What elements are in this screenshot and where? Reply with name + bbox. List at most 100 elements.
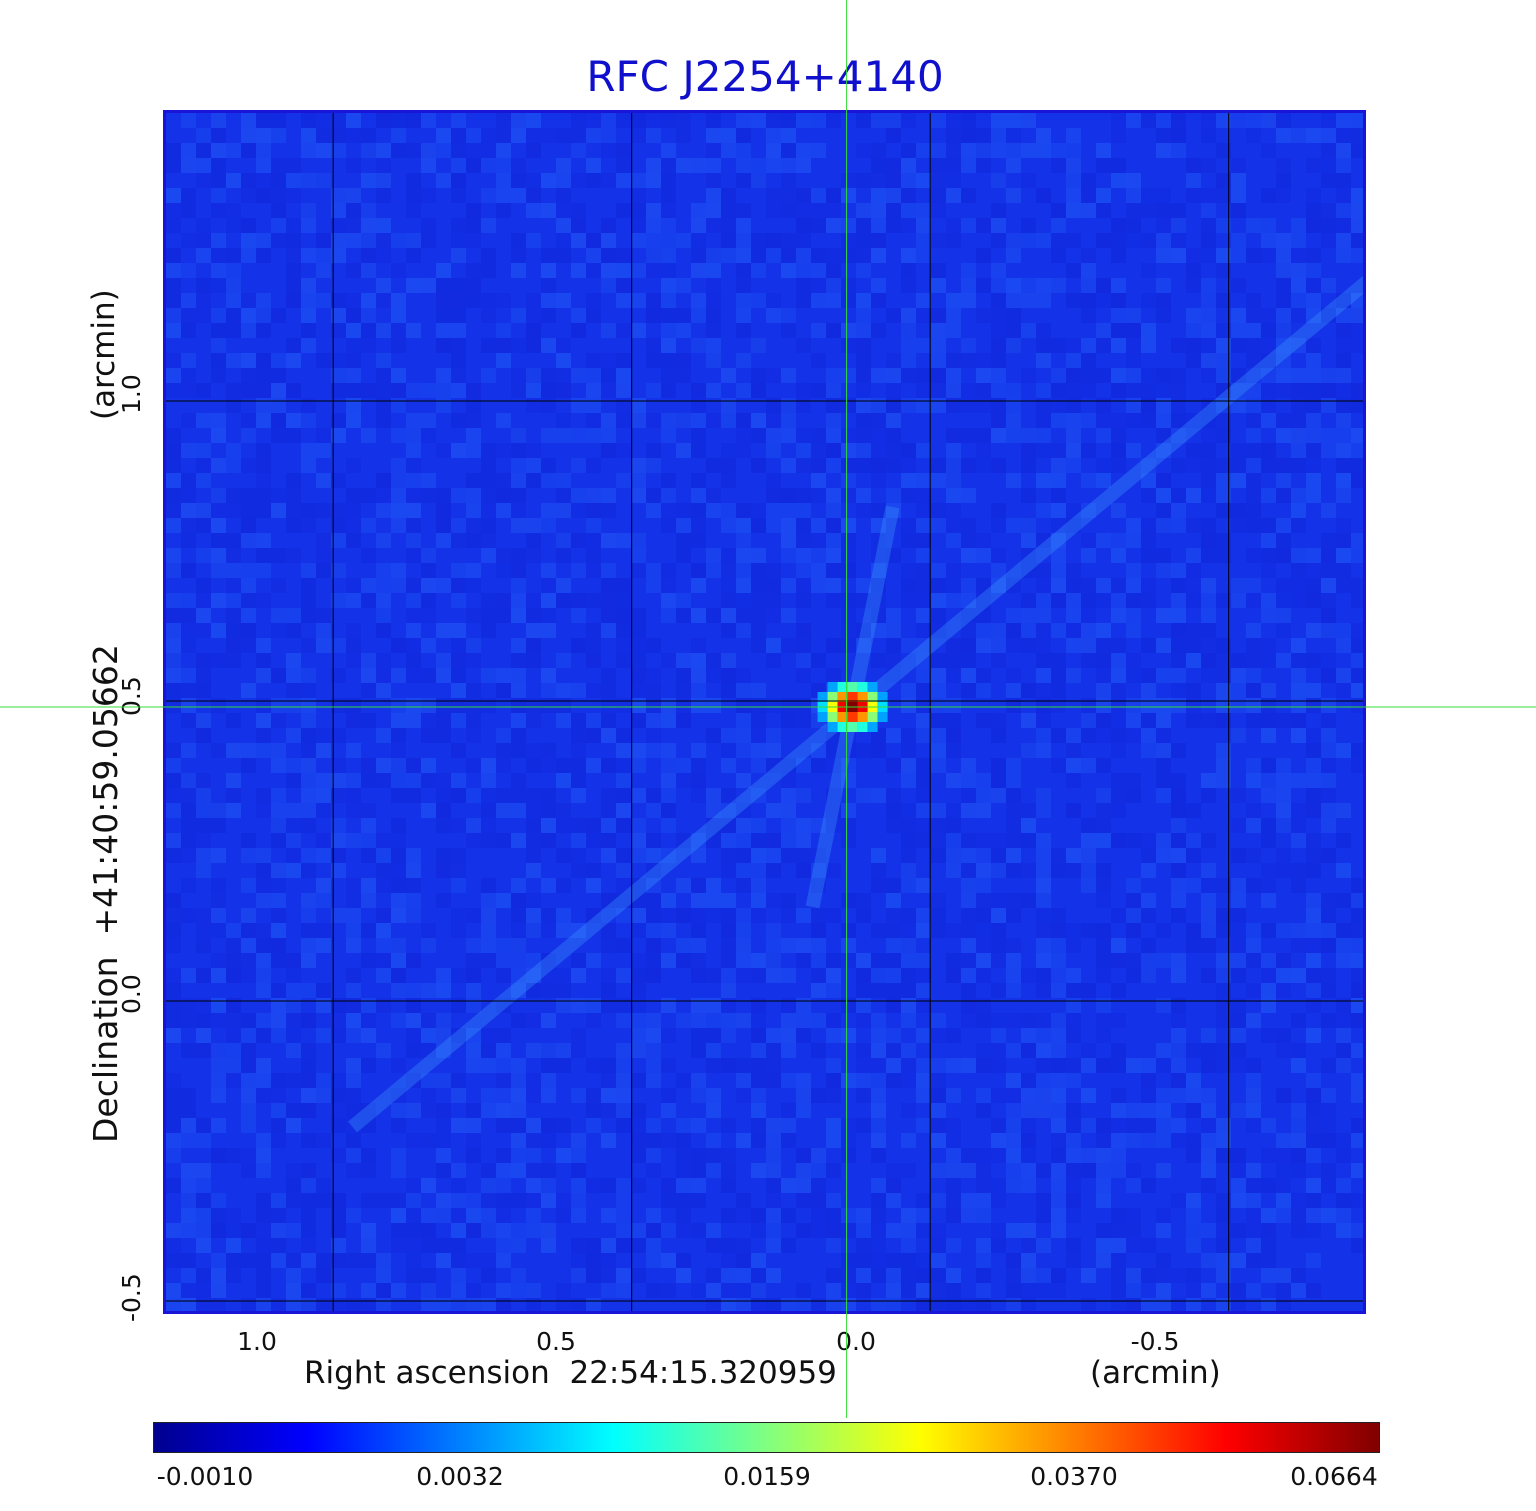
noise-pixel (901, 983, 916, 998)
noise-pixel (241, 563, 256, 578)
noise-pixel (676, 1013, 691, 1028)
noise-pixel (901, 203, 916, 218)
noise-pixel (466, 1058, 481, 1073)
colorbar-tick-label: -0.0010 (156, 1462, 254, 1491)
noise-pixel (1021, 218, 1036, 233)
noise-pixel (766, 953, 781, 968)
noise-pixel (976, 893, 991, 908)
noise-pixel (781, 1103, 796, 1118)
noise-pixel (661, 1253, 676, 1268)
noise-pixel (691, 158, 706, 173)
noise-pixel (766, 1148, 781, 1163)
noise-pixel (646, 338, 661, 353)
noise-pixel (1036, 278, 1051, 293)
noise-pixel (331, 353, 346, 368)
noise-pixel (676, 593, 691, 608)
noise-pixel (751, 368, 766, 383)
noise-pixel (946, 218, 961, 233)
noise-pixel (646, 1283, 661, 1298)
noise-pixel (1231, 668, 1246, 683)
noise-pixel (1096, 203, 1111, 218)
noise-pixel (736, 713, 751, 728)
noise-pixel (541, 803, 556, 818)
noise-pixel (1006, 578, 1021, 593)
noise-pixel (1246, 248, 1261, 263)
noise-pixel (451, 308, 466, 323)
noise-pixel (1021, 593, 1036, 608)
noise-pixel (871, 428, 886, 443)
noise-pixel (436, 323, 451, 338)
noise-pixel (256, 1253, 271, 1268)
noise-pixel (781, 968, 796, 983)
noise-pixel (811, 743, 826, 758)
noise-pixel (541, 203, 556, 218)
noise-pixel (541, 1043, 556, 1058)
noise-pixel (256, 308, 271, 323)
noise-pixel (1096, 878, 1111, 893)
noise-pixel (781, 1208, 796, 1223)
noise-pixel (526, 1148, 541, 1163)
noise-pixel (211, 818, 226, 833)
noise-pixel (1276, 1178, 1291, 1193)
noise-pixel (436, 818, 451, 833)
noise-pixel (931, 683, 946, 698)
noise-pixel (421, 668, 436, 683)
noise-pixel (931, 1193, 946, 1208)
image-plot-area[interactable] (163, 110, 1366, 1314)
noise-pixel (271, 908, 286, 923)
noise-pixel (1111, 383, 1126, 398)
noise-pixel (1231, 1223, 1246, 1238)
noise-pixel (616, 893, 631, 908)
noise-pixel (991, 548, 1006, 563)
noise-pixel (301, 1163, 316, 1178)
noise-pixel (436, 293, 451, 308)
noise-pixel (1276, 1208, 1291, 1223)
noise-pixel (1216, 353, 1231, 368)
noise-pixel (991, 728, 1006, 743)
noise-pixel (946, 173, 961, 188)
noise-pixel (556, 593, 571, 608)
noise-pixel (796, 518, 811, 533)
noise-pixel (196, 158, 211, 173)
noise-pixel (541, 1073, 556, 1088)
noise-pixel (301, 923, 316, 938)
noise-pixel (541, 563, 556, 578)
noise-pixel (1096, 1058, 1111, 1073)
noise-pixel (781, 488, 796, 503)
noise-pixel (166, 773, 181, 788)
noise-pixel (901, 848, 916, 863)
noise-pixel (1051, 683, 1066, 698)
noise-pixel (1141, 713, 1156, 728)
noise-pixel (766, 368, 781, 383)
noise-pixel (1246, 293, 1261, 308)
noise-pixel (691, 938, 706, 953)
noise-pixel (1321, 113, 1336, 128)
noise-pixel (706, 308, 721, 323)
noise-pixel (361, 998, 376, 1013)
noise-pixel (301, 1178, 316, 1193)
noise-pixel (211, 1208, 226, 1223)
noise-pixel (1351, 923, 1363, 938)
noise-pixel (676, 278, 691, 293)
noise-pixel (541, 1178, 556, 1193)
noise-pixel (1036, 683, 1051, 698)
noise-pixel (976, 683, 991, 698)
noise-pixel (1351, 113, 1363, 128)
noise-pixel (1321, 398, 1336, 413)
noise-pixel (646, 1013, 661, 1028)
noise-pixel (1066, 758, 1081, 773)
noise-pixel (1351, 908, 1363, 923)
noise-pixel (241, 938, 256, 953)
noise-pixel (1051, 368, 1066, 383)
noise-pixel (766, 188, 781, 203)
noise-pixel (166, 158, 181, 173)
noise-pixel (1036, 623, 1051, 638)
noise-pixel (676, 1073, 691, 1088)
noise-pixel (511, 1238, 526, 1253)
noise-pixel (1186, 1103, 1201, 1118)
noise-pixel (751, 428, 766, 443)
noise-pixel (346, 1163, 361, 1178)
noise-pixel (331, 113, 346, 128)
noise-pixel (1276, 173, 1291, 188)
noise-pixel (871, 1043, 886, 1058)
